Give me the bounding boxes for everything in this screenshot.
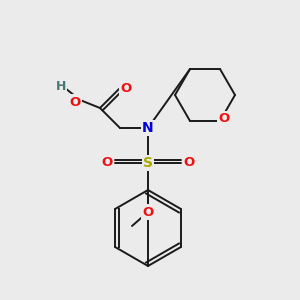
Text: O: O (183, 157, 195, 169)
Text: S: S (143, 156, 153, 170)
Text: O: O (218, 112, 230, 125)
Text: O: O (120, 82, 132, 94)
Text: O: O (69, 95, 81, 109)
Text: N: N (142, 121, 154, 135)
Text: H: H (56, 80, 66, 92)
Text: O: O (142, 206, 154, 218)
Text: O: O (101, 157, 112, 169)
